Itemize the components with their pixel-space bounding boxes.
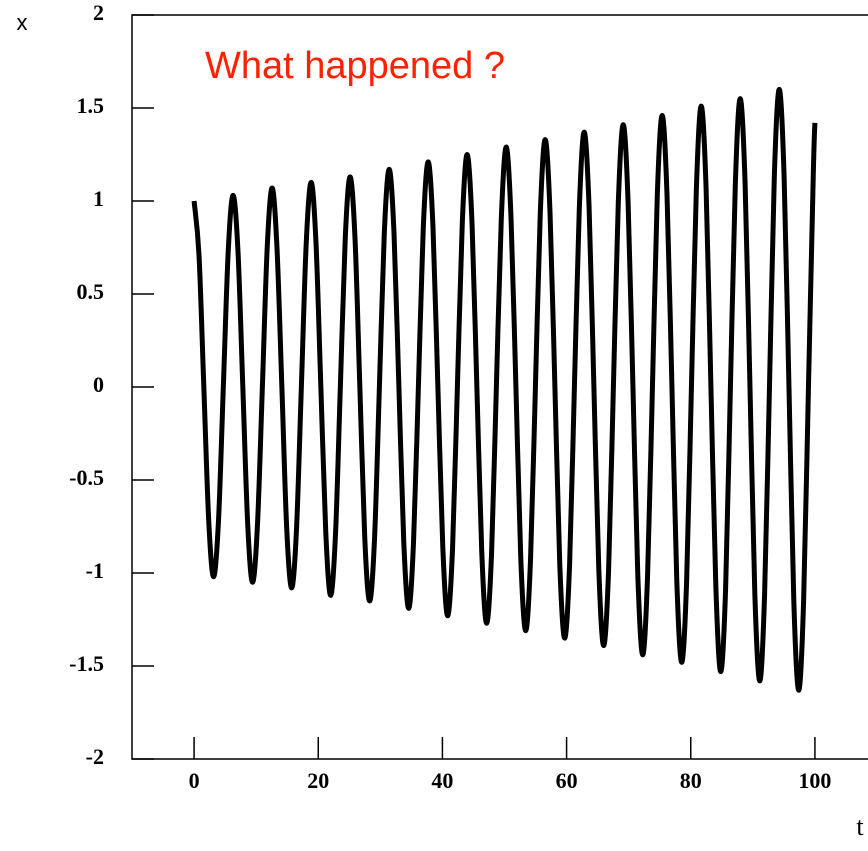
x-axis-label: t (856, 812, 864, 841)
x-tick-label: 100 (798, 768, 831, 793)
x-tick-label: 60 (556, 768, 578, 793)
y-tick-label: 0 (93, 372, 104, 397)
y-tick-label: -1.5 (69, 651, 104, 676)
y-tick-label: -1 (86, 558, 104, 583)
y-tick-label: 1 (93, 186, 104, 211)
y-tick-label: -2 (86, 744, 104, 769)
y-axis-label: x (17, 10, 28, 35)
y-tick-label: -0.5 (69, 465, 104, 490)
y-tick-label: 0.5 (77, 279, 105, 304)
x-tick-label: 40 (431, 768, 453, 793)
x-tick-label: 80 (680, 768, 702, 793)
data-line (191, 86, 818, 693)
x-tick-label: 0 (189, 768, 200, 793)
y-tick-label: 2 (93, 0, 104, 25)
annotation: What happened ? (205, 45, 505, 87)
y-tick-label: 1.5 (77, 93, 105, 118)
x-tick-label: 20 (307, 768, 329, 793)
